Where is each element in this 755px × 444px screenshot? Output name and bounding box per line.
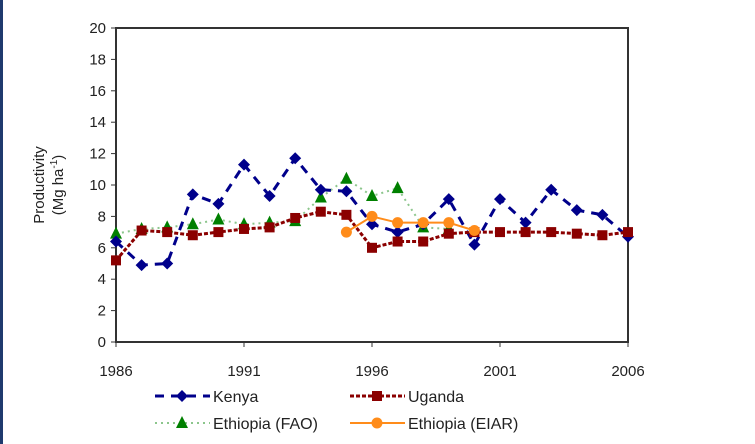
data-point-uganda	[443, 228, 454, 239]
data-point-kenya	[545, 183, 558, 196]
data-point-kenya	[340, 185, 353, 198]
data-point-ethiopia-fao	[186, 217, 199, 230]
y-tick-label: 10	[89, 177, 106, 194]
data-point-ethiopia-eiar	[417, 217, 429, 229]
data-point-uganda	[392, 236, 403, 247]
data-point-ethiopia-fao	[314, 190, 327, 203]
data-point-kenya	[161, 257, 174, 270]
x-tick-label: 1986	[99, 363, 132, 380]
data-point-ethiopia-fao	[366, 188, 378, 201]
data-point-kenya	[263, 189, 276, 202]
data-point-kenya	[186, 188, 199, 201]
y-tick-label: 8	[98, 208, 106, 225]
data-point-ethiopia-fao	[110, 226, 122, 239]
data-point-ethiopia-eiar	[392, 217, 404, 229]
y-tick-label: 20	[89, 20, 106, 37]
data-point-kenya	[570, 204, 583, 217]
data-point-kenya	[468, 238, 481, 251]
y-tick-label: 0	[98, 334, 106, 351]
data-point-uganda	[367, 242, 377, 253]
y-axis-title-text: Productivity	[31, 146, 48, 224]
y-tick-label: 6	[98, 240, 106, 257]
legend-item-ethiopia-eiar: Ethiopia (EIAR)	[350, 416, 518, 433]
y-tick-label: 2	[98, 303, 106, 320]
data-point-uganda	[546, 227, 557, 238]
data-point-ethiopia-eiar	[443, 217, 455, 229]
data-point-ethiopia-eiar	[468, 225, 480, 237]
data-point-uganda	[290, 212, 301, 223]
data-point-uganda	[341, 209, 352, 220]
y-tick-label: 12	[89, 146, 106, 163]
series-line-ethiopia-eiar	[345, 215, 475, 233]
data-point-uganda	[264, 222, 275, 233]
data-point-uganda	[213, 227, 224, 238]
data-point-uganda	[571, 228, 582, 239]
legend: Kenya Uganda Ethiopia (FAO) Ethiopia (EIAR)	[155, 389, 518, 433]
left-border	[0, 0, 3, 444]
data-point-kenya	[519, 216, 532, 229]
x-axis: 1986 1991 1996 2001 2006	[99, 342, 645, 380]
data-point-kenya	[314, 183, 327, 196]
data-point-uganda	[111, 255, 121, 266]
x-tick-label: 1996	[355, 363, 388, 380]
legend-label-uganda: Uganda	[408, 389, 464, 406]
y-axis: 0 2 4 6 8 10 12 14 16 18 20	[89, 20, 116, 351]
legend-label-kenya: Kenya	[213, 389, 258, 406]
legend-marker-uganda	[372, 391, 382, 401]
legend-marker-ethiopia-eiar	[371, 417, 383, 429]
legend-item-uganda: Uganda	[350, 389, 464, 406]
data-point-kenya	[494, 193, 506, 206]
legend-marker-ethiopia-fao	[176, 416, 188, 428]
data-point-uganda	[495, 227, 505, 238]
series-uganda	[111, 206, 633, 266]
data-point-kenya	[135, 259, 148, 272]
data-point-uganda	[187, 230, 198, 241]
y-axis-unit: (Mg ha-1)	[49, 155, 67, 216]
data-point-kenya	[110, 235, 122, 248]
data-point-kenya	[212, 197, 225, 210]
data-point-uganda	[418, 236, 429, 247]
series-layer	[110, 152, 634, 272]
data-point-ethiopia-fao	[391, 181, 404, 194]
data-point-uganda	[315, 206, 326, 217]
data-point-kenya	[289, 152, 302, 165]
data-point-kenya	[442, 193, 455, 206]
data-point-kenya	[238, 158, 250, 171]
data-point-kenya	[366, 218, 378, 231]
x-tick-label: 2001	[483, 363, 516, 380]
y-tick-label: 14	[89, 114, 106, 131]
x-tick-label: 1991	[227, 363, 260, 380]
data-point-ethiopia-eiar	[340, 226, 352, 238]
legend-item-ethiopia-fao: Ethiopia (FAO)	[155, 416, 318, 433]
data-point-ethiopia-fao	[340, 171, 353, 184]
data-point-kenya	[391, 226, 404, 239]
legend-label-ethiopia-fao: Ethiopia (FAO)	[213, 416, 318, 433]
legend-item-kenya: Kenya	[155, 389, 258, 406]
data-point-uganda	[162, 227, 173, 238]
data-point-ethiopia-eiar	[366, 210, 378, 222]
data-point-ethiopia-fao	[212, 212, 225, 225]
data-point-uganda	[136, 225, 147, 236]
data-point-uganda	[239, 223, 249, 234]
data-point-uganda	[520, 227, 531, 238]
data-point-kenya	[596, 208, 609, 221]
data-point-uganda	[623, 227, 633, 238]
x-tick-label: 2006	[611, 363, 644, 380]
legend-label-ethiopia-eiar: Ethiopia (EIAR)	[408, 416, 518, 433]
series-ethiopia-eiar	[340, 210, 480, 238]
y-tick-label: 16	[89, 83, 106, 100]
y-tick-label: 4	[98, 271, 106, 288]
y-tick-label: 18	[89, 51, 106, 68]
series-ethiopia-fao	[110, 171, 455, 239]
y-axis-title: Productivity (Mg ha-1)	[31, 146, 67, 224]
legend-marker-kenya	[176, 390, 188, 402]
data-point-uganda	[597, 230, 608, 241]
